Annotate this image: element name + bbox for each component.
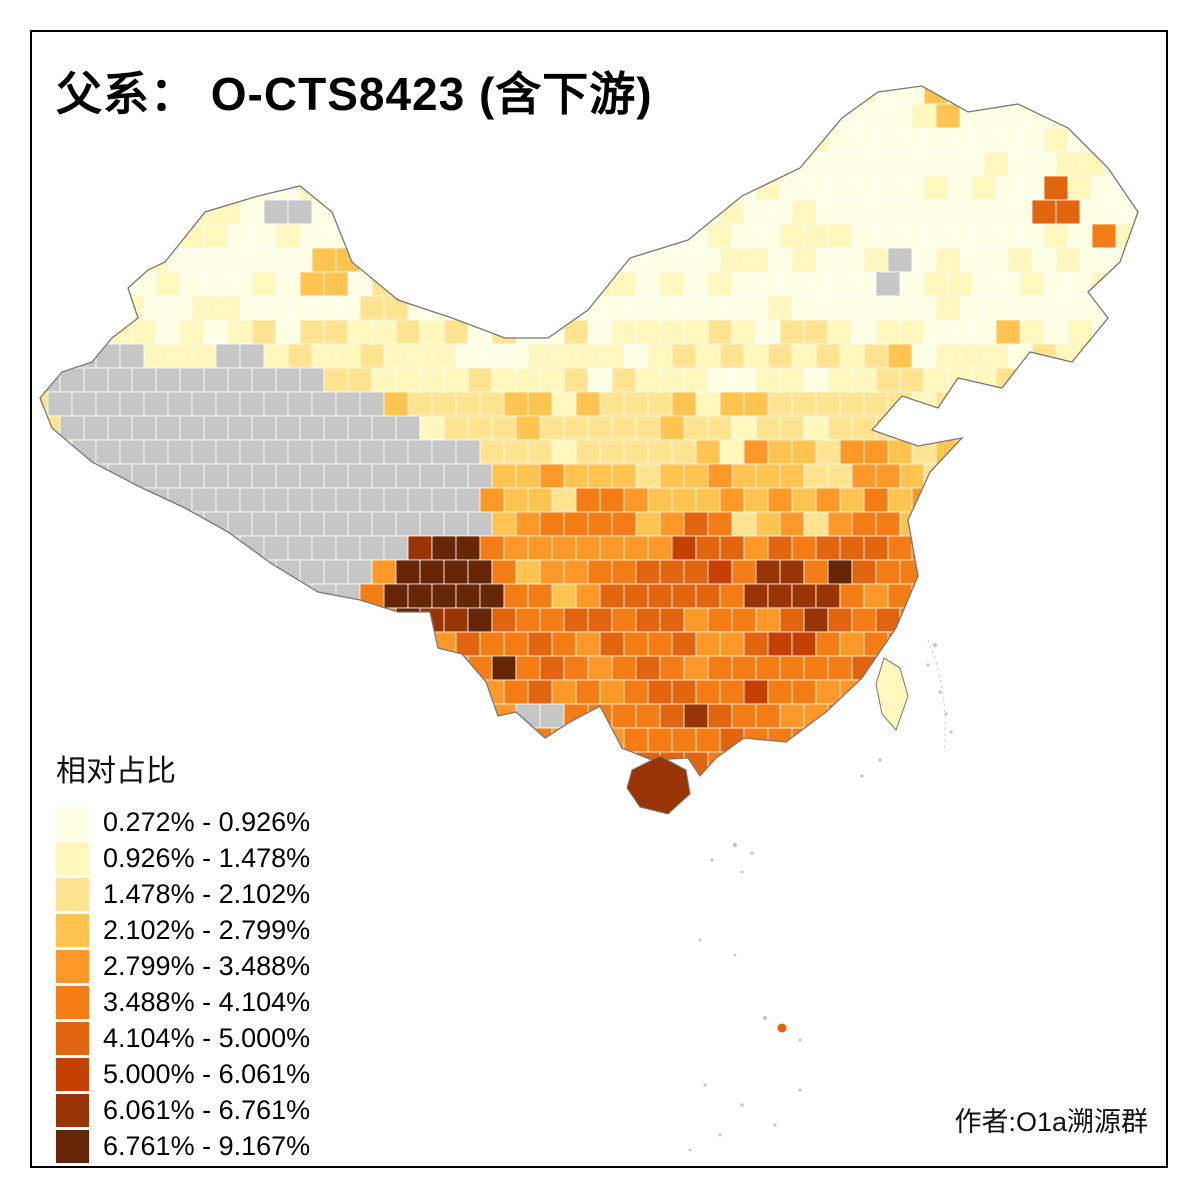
- legend-label: 2.799% - 3.488%: [103, 950, 311, 981]
- legend-label: 4.104% - 5.000%: [103, 1022, 311, 1053]
- legend-row: 1.478% - 2.102%: [56, 876, 310, 912]
- legend-label: 0.926% - 1.478%: [103, 842, 311, 873]
- legend-title: 相对占比: [56, 755, 176, 788]
- legend-row: 0.926% - 1.478%: [56, 840, 310, 876]
- island-arc-line: [927, 639, 946, 753]
- legend-swatch: [56, 805, 89, 839]
- legend-swatch: [56, 877, 89, 911]
- legend-swatch: [56, 913, 89, 947]
- legend-row: 3.488% - 4.104%: [56, 984, 310, 1020]
- legend-row: 5.000% - 6.061%: [56, 1056, 310, 1092]
- plot-border: [30, 30, 1168, 1168]
- legend-row: 4.104% - 5.000%: [56, 1020, 310, 1056]
- legend-swatch: [56, 1057, 89, 1091]
- page-title: 父系： O-CTS8423 (含下游): [56, 68, 653, 120]
- legend-swatch: [56, 949, 89, 983]
- small-islands: [688, 639, 953, 1152]
- legend-row: 0.272% - 0.926%: [56, 804, 310, 840]
- legend-swatch: [56, 985, 89, 1019]
- legend-row: 6.761% - 9.167%: [56, 1128, 310, 1164]
- legend-row: 2.799% - 3.488%: [56, 948, 310, 984]
- legend-label: 6.061% - 6.761%: [103, 1094, 311, 1125]
- legend: 相对占比 0.272% - 0.926% 0.926% - 1.478% 1.4…: [56, 746, 310, 1164]
- legend-label: 5.000% - 6.061%: [103, 1058, 311, 1089]
- legend-swatch: [56, 1129, 89, 1163]
- legend-label: 0.272% - 0.926%: [103, 806, 311, 837]
- legend-swatch: [56, 841, 89, 875]
- legend-label: 6.761% - 9.167%: [103, 1130, 311, 1161]
- legend-swatch: [56, 1021, 89, 1055]
- orange-island: [777, 1023, 787, 1033]
- legend-row: 2.102% - 2.799%: [56, 912, 310, 948]
- taiwan-island: [875, 657, 909, 731]
- legend-label: 3.488% - 4.104%: [103, 986, 311, 1017]
- author-credit: 作者:O1a溯源群: [954, 1107, 1148, 1137]
- legend-row: 6.061% - 6.761%: [56, 1092, 310, 1128]
- hainan-island: [626, 755, 691, 815]
- legend-label: 2.102% - 2.799%: [103, 914, 311, 945]
- prefecture-cells: [40, 86, 1138, 776]
- legend-swatch: [56, 1093, 89, 1127]
- legend-label: 1.478% - 2.102%: [103, 878, 311, 909]
